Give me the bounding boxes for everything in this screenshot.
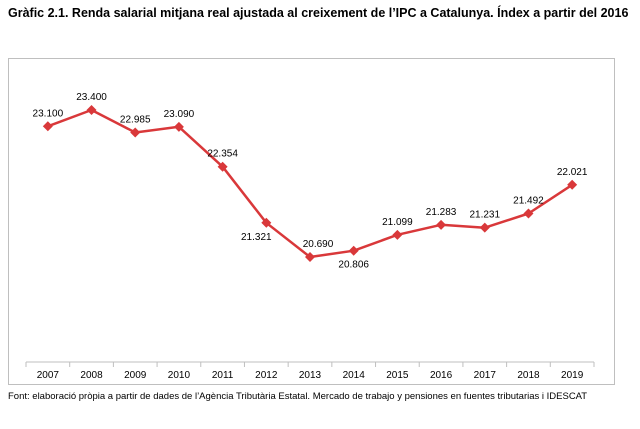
data-label: 23.090 [164,109,195,120]
data-point [261,217,272,228]
x-tick-label: 2007 [37,370,60,381]
data-label: 23.400 [76,92,107,103]
chart-title: Gràfic 2.1. Renda salarial mitjana real … [8,6,629,20]
x-tick-label: 2016 [430,370,453,381]
data-point [42,121,53,132]
data-label: 21.283 [426,207,457,218]
x-tick-label: 2017 [474,370,497,381]
x-tick-label: 2019 [561,370,584,381]
x-tick-label: 2015 [386,370,409,381]
x-tick-label: 2009 [124,370,147,381]
data-point [567,179,578,190]
data-point [130,127,141,138]
data-point [348,245,359,256]
data-label: 22.985 [120,115,151,126]
data-point [392,229,403,240]
data-point [436,219,447,230]
data-label: 20.806 [338,260,369,271]
data-label: 22.021 [557,167,588,178]
data-point [86,105,97,115]
data-label: 21.492 [513,195,544,206]
chart-frame [8,58,615,385]
x-tick-label: 2008 [80,370,103,381]
x-tick-label: 2010 [168,370,191,381]
series-line [47,108,573,259]
x-tick-label: 2012 [255,370,278,381]
data-point [173,121,184,132]
data-point [305,252,315,262]
x-tick-label: 2018 [517,370,540,381]
data-point [523,208,534,219]
x-tick-label: 2011 [212,370,234,381]
data-label: 23.100 [33,108,64,119]
data-label: 20.690 [303,239,334,250]
data-label: 22.354 [207,149,238,160]
source-note: Font: elaboració pròpia a partir de dade… [8,391,588,402]
data-point [217,161,228,172]
x-tick-label: 2014 [343,370,366,381]
data-point [479,222,490,233]
x-tick-label: 2013 [299,370,322,381]
data-label: 21.099 [382,217,413,228]
data-label: 21.231 [469,210,500,221]
data-label: 21.321 [241,232,272,243]
